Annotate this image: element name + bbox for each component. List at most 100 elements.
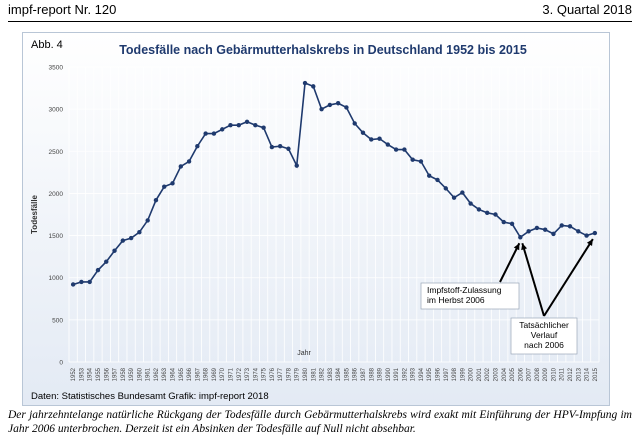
x-tick-label: 2005 bbox=[510, 367, 516, 381]
chart-panel: Abb. 4 Todesfälle nach Gebärmutterhalskr… bbox=[22, 32, 610, 406]
x-tick-label: 2000 bbox=[469, 367, 475, 381]
data-point bbox=[559, 223, 564, 228]
x-tick-label: 1969 bbox=[212, 367, 218, 381]
data-point bbox=[534, 225, 540, 231]
arrow-head bbox=[513, 243, 520, 251]
figure-label: Abb. 4 bbox=[31, 39, 63, 51]
x-tick-label: 2012 bbox=[568, 367, 574, 381]
x-axis-ticks: 1952 1953 1954 1955 1956 1957 1958 1959 1960 1961… bbox=[71, 367, 599, 381]
data-point bbox=[186, 159, 192, 164]
data-point bbox=[327, 102, 333, 108]
data-point bbox=[286, 146, 291, 151]
data-point bbox=[501, 219, 506, 225]
x-tick-label: 1976 bbox=[270, 367, 276, 381]
data-point bbox=[443, 186, 448, 191]
x-tick-label: 2009 bbox=[543, 367, 549, 381]
x-tick-label: 2014 bbox=[585, 367, 591, 381]
arrow-line bbox=[499, 242, 521, 283]
data-point bbox=[377, 136, 382, 141]
data-point bbox=[435, 177, 440, 183]
annotation-text: Tatsächlicher Verlauf nach 2006 bbox=[519, 320, 569, 350]
data-point bbox=[220, 127, 225, 132]
data-point bbox=[418, 159, 424, 164]
data-point bbox=[584, 233, 589, 238]
x-tick-label: 1971 bbox=[228, 367, 234, 381]
data-point bbox=[369, 137, 374, 142]
x-tick-label: 1988 bbox=[369, 367, 375, 381]
x-tick-label: 1961 bbox=[146, 367, 152, 381]
data-point bbox=[211, 131, 217, 136]
x-tick-label: 2006 bbox=[518, 367, 524, 381]
x-tick-label: 2008 bbox=[535, 367, 541, 381]
x-tick-label: 1978 bbox=[286, 367, 292, 381]
annotation-box bbox=[510, 317, 578, 355]
line-chart: Abb. 4 Todesfälle nach Gebärmutterhalskr… bbox=[30, 39, 600, 402]
annotations: Impfstoff-Zulassung im Herbst 2006 Tatsäch… bbox=[420, 282, 578, 355]
x-tick-label: 1962 bbox=[154, 367, 160, 381]
data-point bbox=[393, 147, 399, 152]
x-tick-label: 1992 bbox=[402, 367, 408, 381]
x-tick-label: 1981 bbox=[311, 367, 317, 381]
data-point bbox=[576, 229, 581, 234]
data-point bbox=[120, 238, 126, 243]
x-tick-label: 2011 bbox=[560, 367, 566, 381]
data-point bbox=[311, 84, 316, 89]
arrow-line bbox=[521, 242, 545, 317]
data-point bbox=[153, 197, 159, 203]
x-tick-label: 2015 bbox=[593, 367, 599, 381]
x-tick-label: 2007 bbox=[527, 367, 533, 381]
data-point bbox=[518, 235, 523, 240]
series-line bbox=[72, 81, 596, 286]
data-point bbox=[427, 173, 432, 178]
data-point bbox=[294, 163, 299, 168]
data-point bbox=[277, 144, 283, 149]
data-point bbox=[493, 212, 498, 217]
grid-lines bbox=[68, 66, 600, 363]
x-tick-label: 1958 bbox=[121, 367, 127, 381]
x-tick-label: 1980 bbox=[303, 367, 309, 381]
x-tick-label: 1973 bbox=[245, 367, 251, 381]
data-point bbox=[104, 259, 109, 264]
x-tick-label: 2002 bbox=[485, 367, 491, 381]
x-tick-label: 1974 bbox=[253, 367, 259, 381]
data-point bbox=[451, 195, 457, 200]
x-tick-label: 1959 bbox=[129, 367, 135, 381]
x-tick-label: 1993 bbox=[411, 367, 417, 381]
x-tick-label: 2004 bbox=[502, 367, 508, 381]
data-point bbox=[162, 184, 167, 189]
page-header: impf-report Nr. 120 3. Quartal 2018 bbox=[8, 2, 632, 20]
x-tick-label: 1956 bbox=[104, 367, 110, 381]
x-tick-label: 1955 bbox=[96, 367, 102, 381]
data-point bbox=[112, 248, 117, 253]
data-point bbox=[410, 157, 415, 162]
x-tick-label: 1991 bbox=[394, 367, 400, 381]
y-tick-label: 2000 bbox=[49, 191, 64, 198]
header-rule bbox=[8, 21, 632, 22]
x-tick-label: 2010 bbox=[551, 367, 557, 381]
y-tick-label: 3000 bbox=[49, 107, 64, 114]
x-tick-label: 1966 bbox=[187, 367, 193, 381]
data-point bbox=[460, 190, 465, 195]
data-point bbox=[236, 122, 241, 128]
y-axis-label: Todesfälle bbox=[30, 194, 39, 234]
x-tick-label: 1996 bbox=[436, 367, 442, 381]
y-tick-label: 500 bbox=[52, 317, 63, 324]
data-point bbox=[567, 224, 573, 229]
data-point bbox=[128, 235, 134, 241]
y-tick-label: 1000 bbox=[49, 275, 64, 282]
x-tick-label: 1968 bbox=[204, 367, 210, 381]
x-tick-label: 1965 bbox=[179, 367, 185, 381]
arrow-head bbox=[586, 239, 593, 246]
x-tick-label: 1986 bbox=[353, 367, 359, 381]
annotation-text: Impfstoff-Zulassung im Herbst 2006 bbox=[427, 285, 502, 305]
arrow-head bbox=[521, 243, 528, 251]
x-tick-label: 1964 bbox=[171, 367, 177, 381]
data-point bbox=[170, 181, 175, 186]
x-tick-label: 2003 bbox=[493, 367, 499, 381]
x-tick-label: 1999 bbox=[460, 367, 466, 381]
data-point bbox=[476, 207, 482, 212]
x-tick-label: 1997 bbox=[444, 367, 450, 381]
y-axis-ticks: 0 500 1000 1500 2000 2500 3000 3500 bbox=[49, 65, 64, 367]
x-tick-label: 2013 bbox=[576, 367, 582, 381]
annotation-arrows bbox=[499, 238, 594, 317]
